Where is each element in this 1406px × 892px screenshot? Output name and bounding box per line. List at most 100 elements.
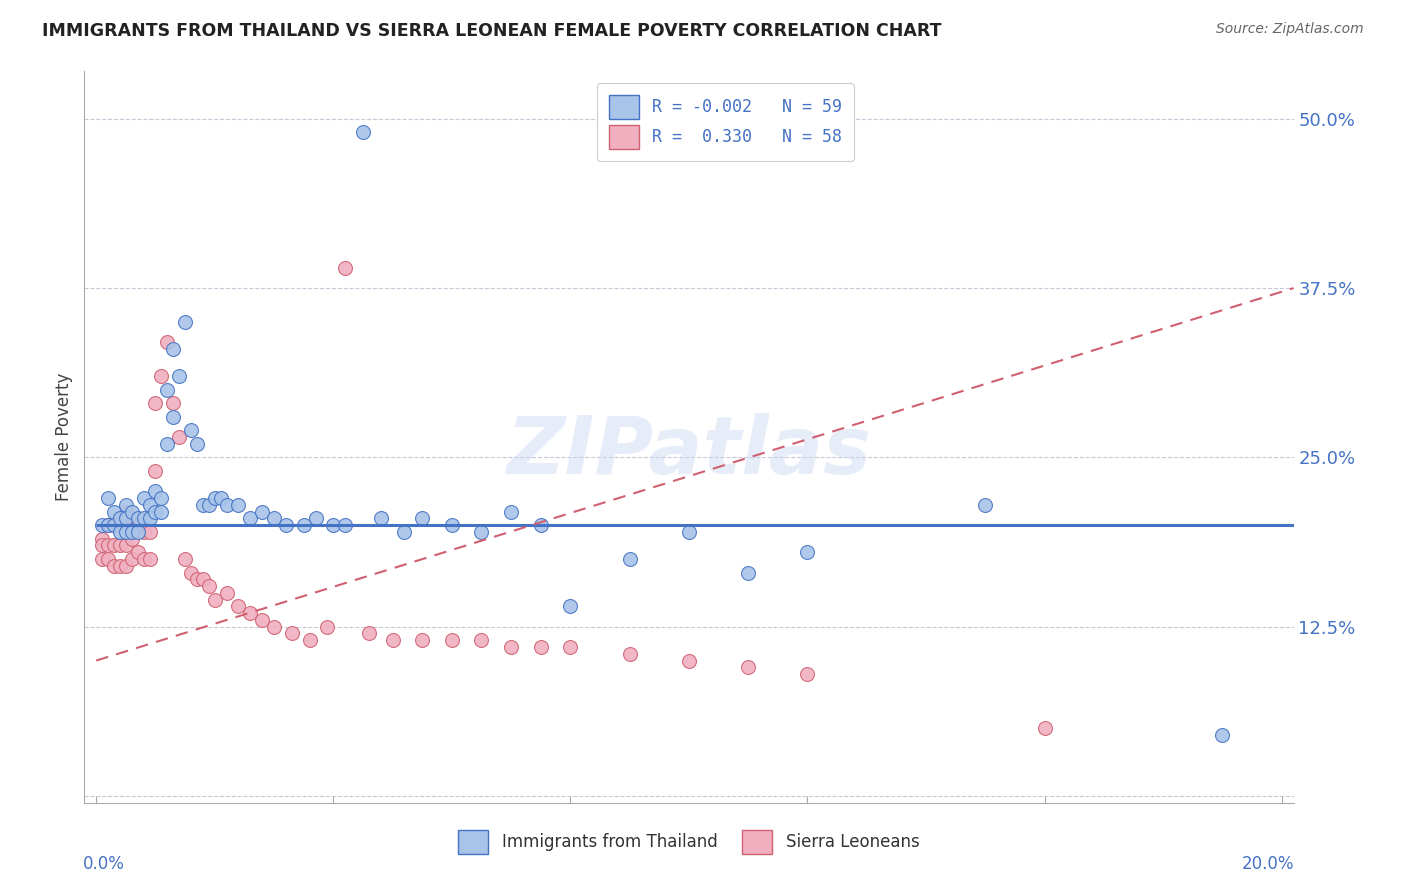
Point [108,524,131,539]
Point [501,505,523,519]
Text: ZIPatlas: ZIPatlas [506,413,872,491]
Point [180,423,202,437]
Point [263,620,285,634]
Point [156,437,179,451]
Point [239,606,262,620]
Point [162,342,184,356]
Point [91,552,114,566]
Point [121,552,143,566]
Point [103,558,125,573]
Point [440,633,463,648]
Point [162,409,184,424]
Point [204,491,226,505]
Point [127,545,149,559]
Point [145,464,167,478]
Point [530,640,553,654]
Point [115,505,138,519]
Point [298,633,321,648]
Point [186,437,208,451]
Point [191,572,214,586]
Point [678,524,700,539]
Point [121,524,143,539]
Point [138,552,160,566]
Point [215,586,238,600]
Point [132,511,155,525]
Point [357,626,380,640]
Point [167,430,190,444]
Point [162,396,184,410]
Point [316,620,339,634]
Point [737,566,759,580]
Point [470,633,492,648]
Point [180,566,202,580]
Text: 20.0%: 20.0% [1243,855,1295,873]
Point [333,518,356,533]
Point [108,538,131,552]
Point [292,518,315,533]
Point [560,640,582,654]
Point [737,660,759,674]
Point [501,640,523,654]
Point [145,484,167,499]
Point [974,498,997,512]
Y-axis label: Female Poverty: Female Poverty [55,373,73,501]
Point [304,511,326,525]
Point [1033,721,1056,735]
Point [174,552,197,566]
Point [470,524,492,539]
Point [132,524,155,539]
Point [394,524,416,539]
Point [215,498,238,512]
Point [91,532,114,546]
Point [796,667,818,681]
Point [127,518,149,533]
Point [619,647,641,661]
Legend: Immigrants from Thailand, Sierra Leoneans: Immigrants from Thailand, Sierra Leonean… [451,823,927,860]
Point [619,552,641,566]
Point [132,552,155,566]
Point [198,579,221,593]
Point [250,613,273,627]
Point [121,505,143,519]
Point [333,260,356,275]
Point [228,498,250,512]
Point [103,538,125,552]
Point [209,491,232,505]
Point [91,538,114,552]
Point [274,518,297,533]
Point [97,518,120,533]
Point [411,511,433,525]
Point [145,396,167,410]
Point [115,524,138,539]
Point [156,383,179,397]
Point [381,633,404,648]
Point [204,592,226,607]
Point [108,511,131,525]
Point [121,511,143,525]
Point [530,518,553,533]
Point [560,599,582,614]
Point [127,524,149,539]
Point [127,511,149,525]
Text: Source: ZipAtlas.com: Source: ZipAtlas.com [1216,22,1364,37]
Point [198,498,221,512]
Point [97,538,120,552]
Point [186,572,208,586]
Point [156,335,179,350]
Point [138,498,160,512]
Point [145,505,167,519]
Point [440,518,463,533]
Point [1211,728,1233,742]
Point [91,518,114,533]
Point [678,654,700,668]
Point [281,626,304,640]
Point [115,538,138,552]
Point [97,491,120,505]
Point [121,532,143,546]
Point [108,558,131,573]
Text: IMMIGRANTS FROM THAILAND VS SIERRA LEONEAN FEMALE POVERTY CORRELATION CHART: IMMIGRANTS FROM THAILAND VS SIERRA LEONE… [42,22,942,40]
Point [138,524,160,539]
Point [97,518,120,533]
Point [322,518,344,533]
Point [250,505,273,519]
